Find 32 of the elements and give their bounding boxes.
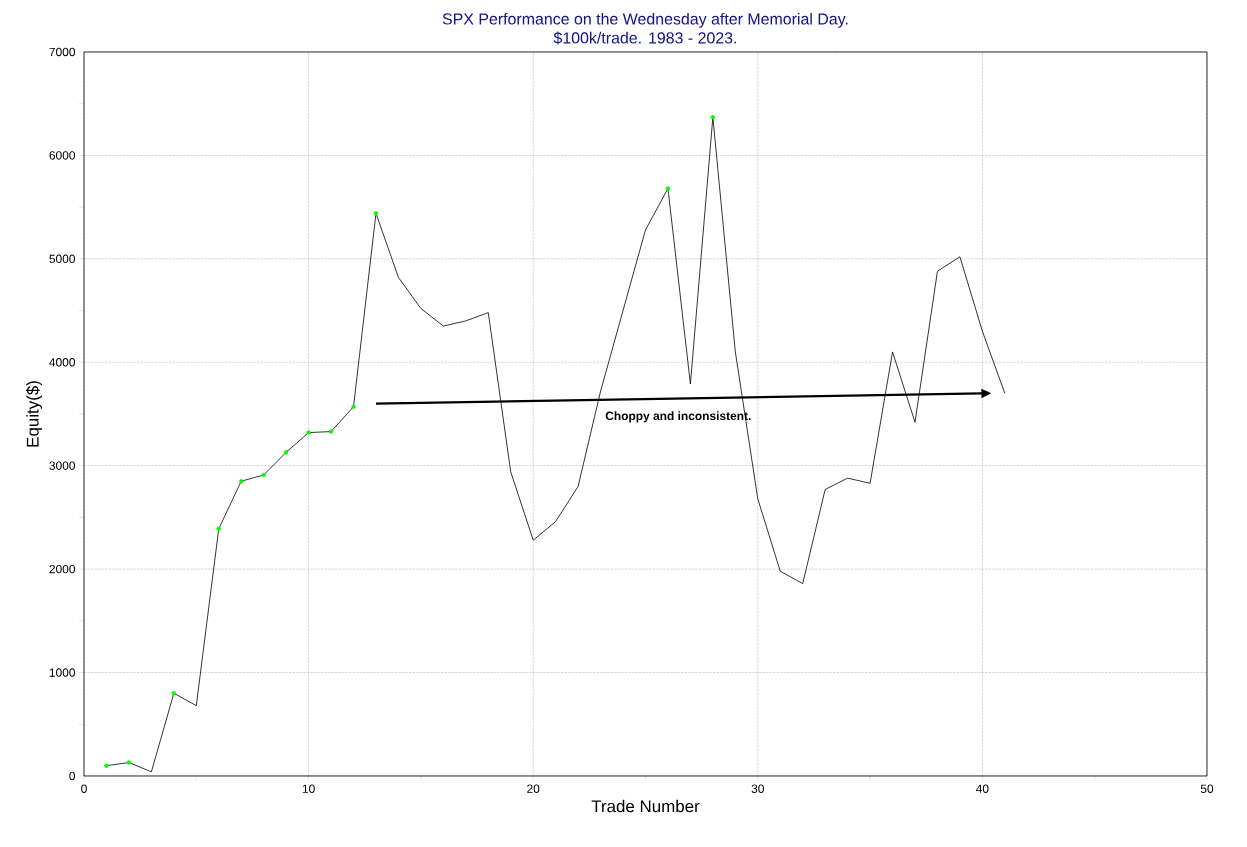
point [351, 404, 356, 409]
x-axis-title: Trade Number [591, 799, 700, 813]
y-tick-label: 7000 [49, 47, 76, 57]
y-tick-label: 4000 [49, 358, 76, 367]
x-tick-label: 50 [1200, 784, 1214, 793]
y-axis-title: Equity($) [26, 381, 43, 447]
point [261, 472, 266, 478]
point [239, 479, 244, 484]
point [306, 430, 311, 435]
x-tick-label: 10 [302, 784, 315, 793]
point [710, 114, 716, 120]
point [328, 429, 334, 434]
point [373, 211, 379, 216]
chart-title: SPX Performance on the Wednesday after Memorial Day. [442, 12, 848, 28]
x-tick-label: 0 [81, 784, 87, 793]
y-tick-label: 3000 [49, 461, 76, 470]
point [171, 691, 177, 696]
annotation: Choppy and inconsistent. [605, 411, 751, 423]
x-tick-label: 20 [527, 784, 540, 793]
x-tick-label: 30 [751, 784, 764, 793]
point [104, 763, 109, 768]
y-tick-label: 6000 [49, 151, 76, 160]
y-tick-label: 1000 [49, 668, 76, 677]
point [126, 760, 132, 765]
point [283, 450, 289, 455]
point [665, 186, 671, 191]
y-tick-label: 0 [69, 771, 76, 781]
chart-subtitle: $100k/trade. 1983 - 2023. [553, 31, 737, 45]
y-tick-label: 5000 [49, 254, 76, 264]
point [216, 526, 221, 531]
y-tick-label: 2000 [49, 564, 76, 574]
x-tick-label: 40 [976, 784, 989, 793]
